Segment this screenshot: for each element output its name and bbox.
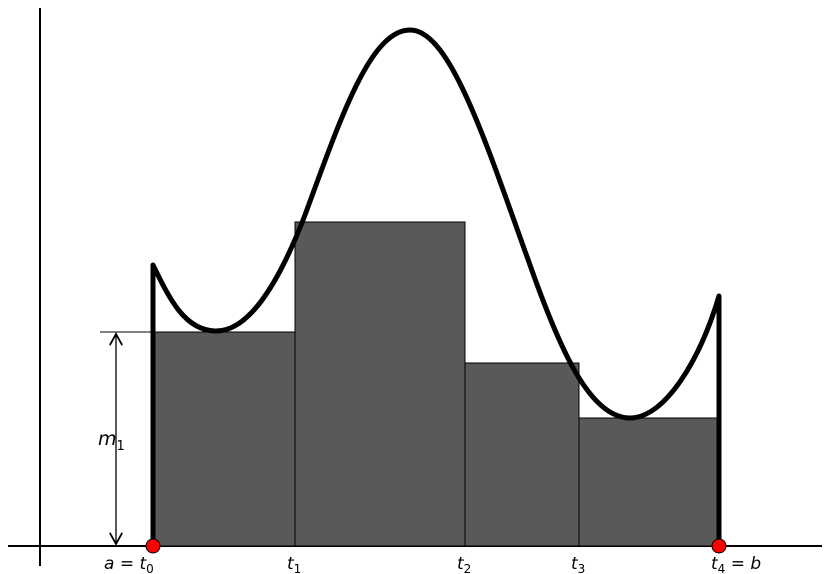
label-m1: m1 [98,428,125,454]
label-t3: t3 [571,554,585,574]
bar-4 [578,417,720,547]
label-t4: t4 = b [711,554,761,574]
bar-3 [464,362,580,547]
label-t0: a = t0 [104,554,154,574]
label-t2: t2 [457,554,471,574]
endpoint-a [145,538,161,554]
function-curve [150,27,722,549]
label-t1: t1 [287,554,301,574]
bar-1 [152,331,296,547]
bar-2 [294,221,466,547]
endpoint-b [711,538,727,554]
